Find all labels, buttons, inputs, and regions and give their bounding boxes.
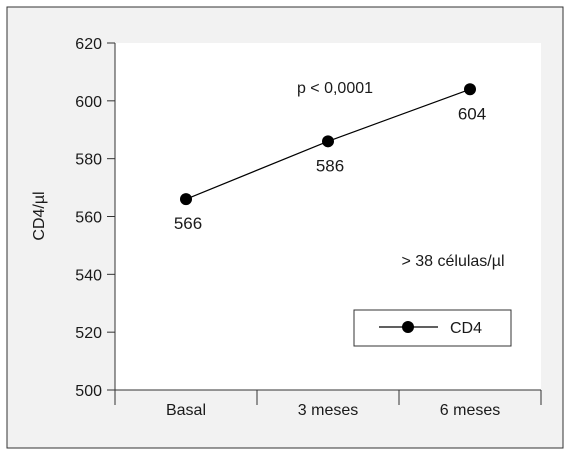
data-point-marker bbox=[180, 193, 192, 206]
x-tick-label: 3 meses bbox=[298, 402, 358, 419]
y-tick-label: 520 bbox=[75, 325, 102, 342]
legend-label: CD4 bbox=[450, 320, 482, 337]
data-point-marker bbox=[464, 83, 476, 96]
y-tick-label: 560 bbox=[75, 210, 102, 227]
data-label: 586 bbox=[316, 156, 344, 175]
data-point-marker bbox=[322, 135, 334, 148]
y-tick-label: 620 bbox=[75, 36, 102, 53]
x-tick-label: Basal bbox=[166, 402, 206, 419]
legend-box bbox=[353, 309, 512, 347]
y-tick-label: 500 bbox=[75, 383, 102, 400]
y-tick-label: 580 bbox=[75, 152, 102, 169]
legend: CD4 bbox=[353, 309, 512, 347]
annotation-threshold: > 38 células/µl bbox=[401, 253, 504, 270]
y-tick-label: 540 bbox=[75, 267, 102, 284]
x-tick-label: 6 meses bbox=[440, 402, 500, 419]
y-tick-label: 600 bbox=[75, 94, 102, 111]
y-axis-label: CD4/µl bbox=[31, 191, 48, 240]
data-label: 604 bbox=[458, 104, 486, 123]
data-label: 566 bbox=[174, 214, 202, 233]
annotation-p-value: p < 0,0001 bbox=[297, 80, 373, 97]
legend-marker-swatch bbox=[402, 321, 414, 333]
